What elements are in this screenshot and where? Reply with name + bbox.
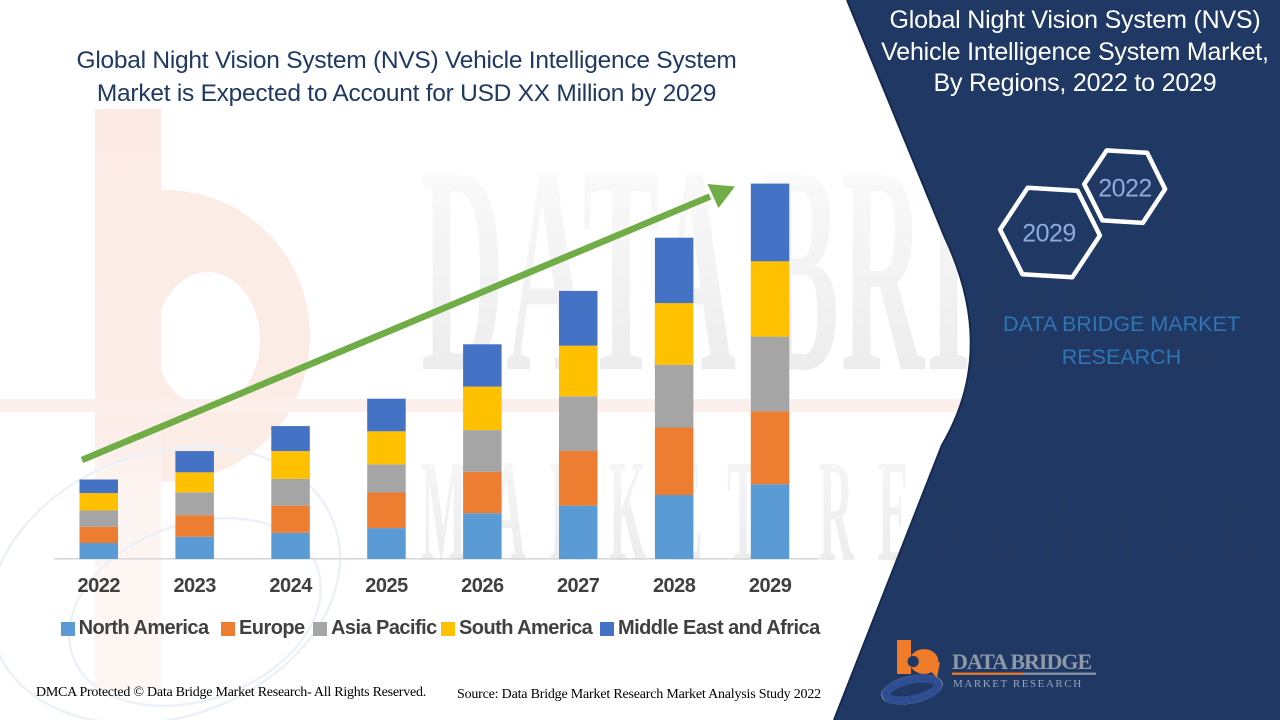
- svg-text:2022: 2022: [1098, 175, 1152, 203]
- svg-text:DATA BRIDGE: DATA BRIDGE: [952, 649, 1091, 674]
- svg-text:MARKET RESEARCH: MARKET RESEARCH: [953, 678, 1083, 690]
- svg-text:MARKET RESEARCH: MARKET RESEARCH: [421, 430, 1280, 593]
- svg-text:DATA BRIDGE: DATA BRIDGE: [421, 105, 1228, 433]
- svg-text:2029: 2029: [1022, 220, 1076, 248]
